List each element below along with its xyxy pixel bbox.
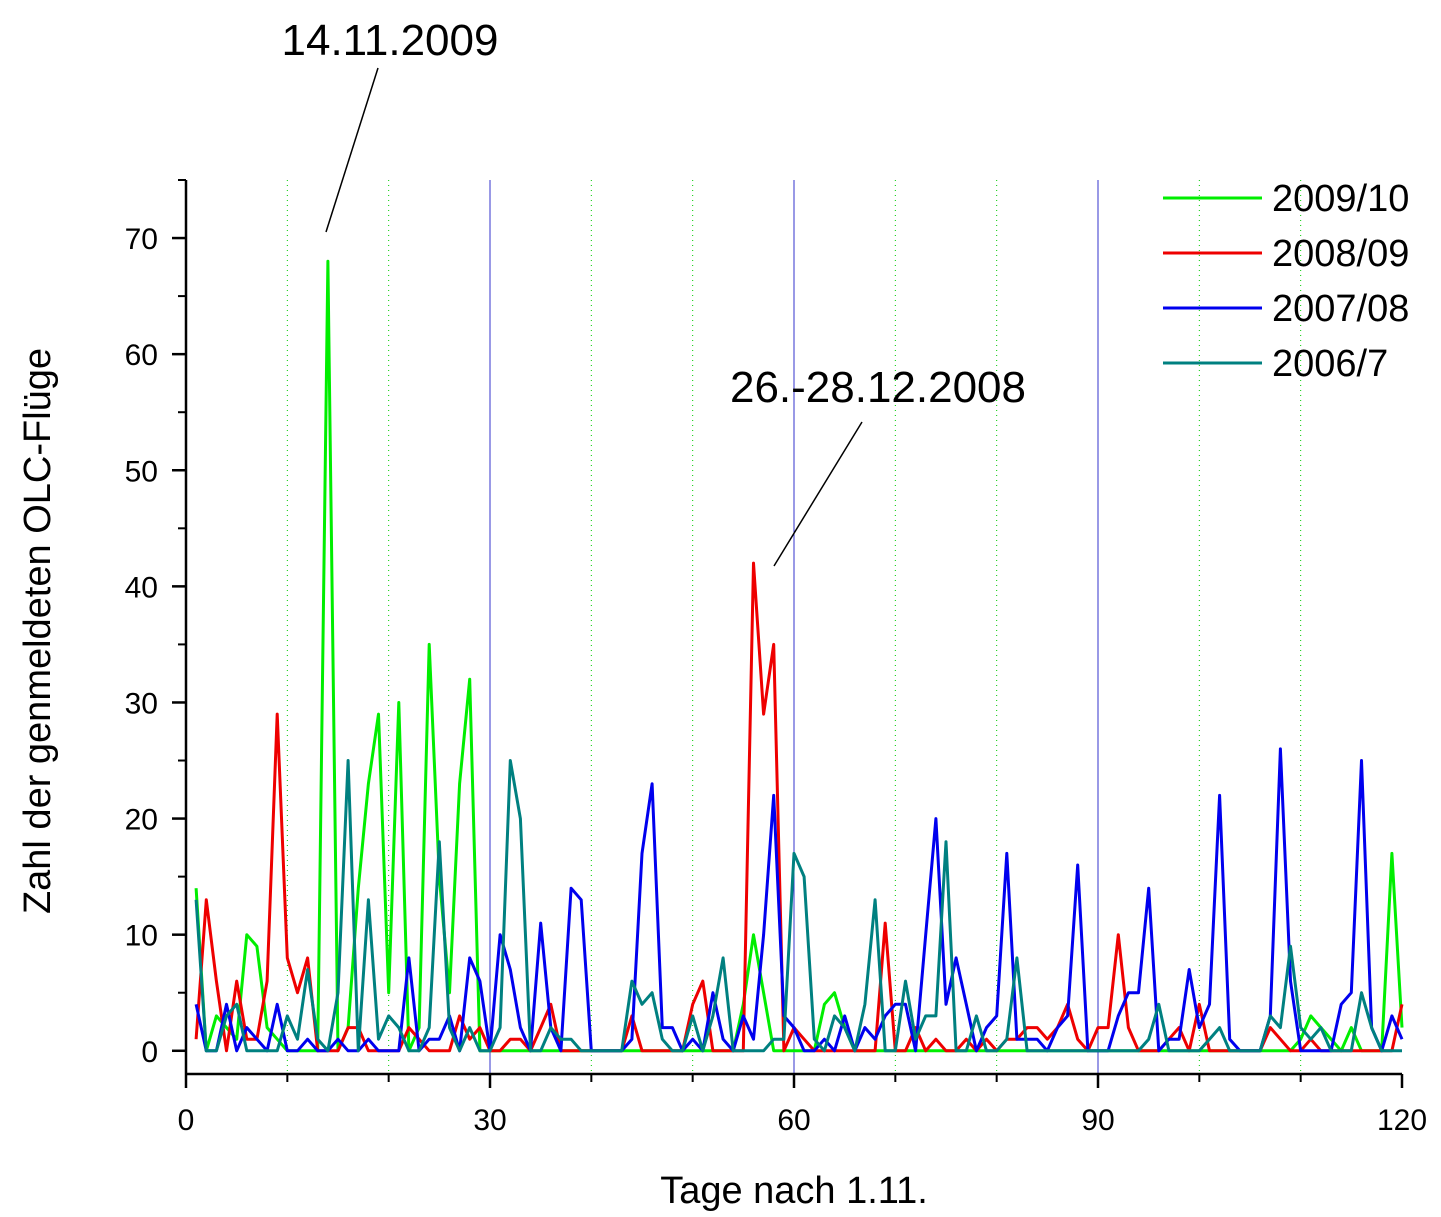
plot-series — [194, 259, 1404, 1053]
legend-label: 2007/08 — [1272, 288, 1409, 330]
y-tick-label: 70 — [125, 223, 158, 256]
y-tick-label: 0 — [141, 1036, 158, 1069]
series-line-2007-08 — [194, 747, 1404, 1053]
y-tick-label: 30 — [125, 687, 158, 720]
x-tick-label: 90 — [1081, 1104, 1114, 1137]
legend: 2009/10 2008/09 2007/08 2006/7 — [1163, 178, 1409, 385]
x-tick-label: 120 — [1377, 1104, 1427, 1137]
tick-labels: 0 10 20 30 40 50 60 70 0 30 60 90 120 — [125, 223, 1427, 1137]
y-tick-label: 10 — [125, 920, 158, 953]
legend-label: 2008/09 — [1272, 233, 1409, 275]
x-tick-label: 30 — [473, 1104, 506, 1137]
x-tick-label: 0 — [178, 1104, 195, 1137]
legend-label: 2006/7 — [1272, 343, 1388, 385]
annotation-leader-line — [773, 421, 863, 567]
annotations: 14.11.2009 26.-28.12.2008 — [282, 16, 1026, 567]
axes — [172, 179, 1404, 1088]
annotation-leader-line — [325, 67, 379, 233]
annotation-label: 14.11.2009 — [282, 16, 499, 65]
y-tick-label: 20 — [125, 804, 158, 837]
y-tick-label: 60 — [125, 339, 158, 372]
x-axis-title: Tage nach 1.11. — [660, 1170, 928, 1212]
series-line-2006-7 — [194, 759, 1402, 1053]
y-tick-label: 50 — [125, 455, 158, 488]
annotation-label: 26.-28.12.2008 — [730, 363, 1026, 412]
gridlines — [286, 180, 1302, 1074]
y-tick-label: 40 — [125, 571, 158, 604]
legend-label: 2009/10 — [1272, 178, 1409, 220]
x-tick-label: 60 — [777, 1104, 810, 1137]
y-axis-title: Zahl der genmeldeten OLC-Flüge — [17, 348, 59, 914]
